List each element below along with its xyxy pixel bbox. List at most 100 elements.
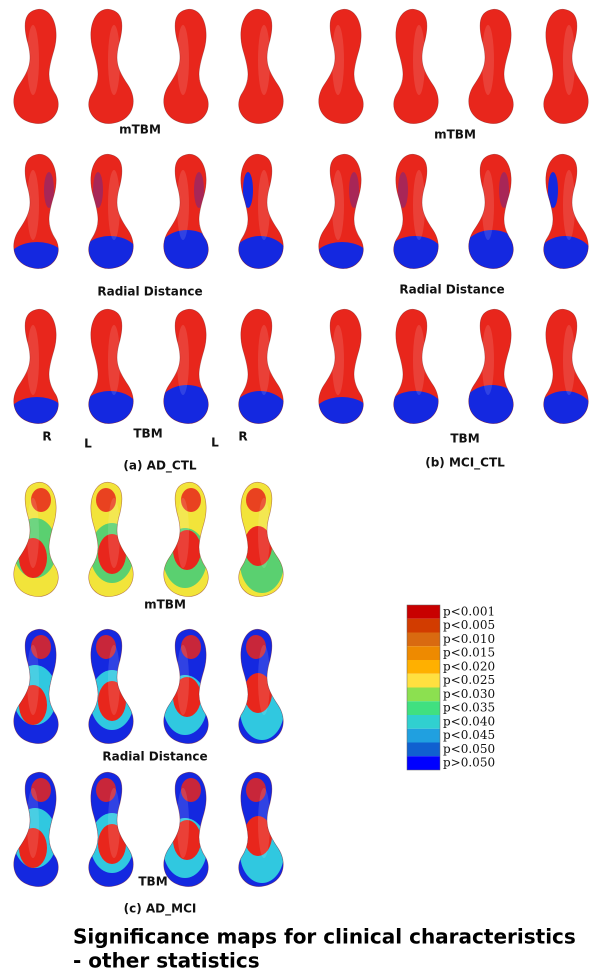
surface-patch <box>19 538 47 578</box>
surface-shine <box>108 498 120 568</box>
surface-shine <box>27 645 39 715</box>
surface-patch <box>93 172 103 208</box>
surface <box>163 154 209 269</box>
surface-patch <box>349 172 359 208</box>
surface-shine <box>27 25 39 95</box>
row-label: Radial Distance <box>399 283 504 297</box>
row-label: mTBM <box>119 123 161 137</box>
surface-patch <box>246 488 266 512</box>
hippocampus <box>318 153 364 270</box>
footer-title: - other statistics <box>73 949 260 973</box>
surface <box>393 9 439 124</box>
side-label: R <box>238 430 247 444</box>
surface <box>238 482 284 597</box>
hippocampus <box>543 308 589 425</box>
surface <box>318 154 364 269</box>
surface-patch <box>96 778 116 802</box>
legend-label: p>0.050 <box>443 756 495 770</box>
surface-patch <box>98 534 126 574</box>
surface-shine <box>563 170 575 240</box>
surface-patch <box>244 673 272 713</box>
surface-patch <box>181 635 201 659</box>
surface-patch <box>318 397 364 424</box>
surface <box>238 154 284 269</box>
row-label: Radial Distance <box>97 285 202 299</box>
surface-patch <box>238 236 284 269</box>
legend-label: p<0.001 <box>443 604 495 618</box>
hippocampus <box>13 308 59 425</box>
hippocampus <box>13 628 59 745</box>
surface-shine <box>413 170 425 240</box>
surface-patch <box>173 677 201 717</box>
surface <box>13 772 59 887</box>
hippocampus <box>88 153 134 270</box>
surface-shine <box>482 25 494 95</box>
surface <box>543 309 589 424</box>
hippocampus <box>238 308 284 425</box>
surface <box>543 9 589 124</box>
surface-patch <box>44 172 54 208</box>
surface <box>238 9 284 124</box>
hippocampus <box>543 153 589 270</box>
hippocampus <box>163 308 209 425</box>
row-label: TBM <box>138 875 167 889</box>
surface-patch <box>31 488 51 512</box>
surface-shine <box>258 645 270 715</box>
surface-shine <box>177 498 189 568</box>
hippocampus <box>163 8 209 125</box>
hippocampus <box>13 153 59 270</box>
hippocampus <box>238 481 284 598</box>
surface <box>13 629 59 744</box>
surface-patch <box>96 488 116 512</box>
legend-swatch <box>407 646 440 660</box>
legend-swatch <box>407 756 440 770</box>
surface <box>318 309 364 424</box>
panel-caption: (b) MCI_CTL <box>425 456 505 471</box>
hippocampus <box>543 8 589 125</box>
legend-swatch <box>407 618 440 633</box>
surface-patch <box>194 172 204 208</box>
surface-shine <box>258 25 270 95</box>
surface-patch <box>173 820 201 860</box>
surface-patch <box>181 778 201 802</box>
surface-patch <box>31 778 51 802</box>
hippocampus <box>88 308 134 425</box>
hippocampus <box>238 153 284 270</box>
surface-patch <box>243 172 253 208</box>
hippocampus <box>88 481 134 598</box>
surface-patch <box>393 391 439 424</box>
surface-shine <box>413 325 425 395</box>
surface <box>318 9 364 124</box>
hippocampus <box>13 481 59 598</box>
surface-shine <box>413 25 425 95</box>
surface-shine <box>108 170 120 240</box>
surface <box>238 772 284 887</box>
surface-patch <box>543 236 589 269</box>
surface <box>88 772 134 887</box>
surface-shine <box>108 645 120 715</box>
legend-swatch <box>407 660 440 674</box>
legend-label: p<0.025 <box>443 673 495 687</box>
hippocampus <box>393 153 439 270</box>
surface-patch <box>173 530 201 570</box>
hippocampus <box>318 8 364 125</box>
surface-patch <box>13 397 59 424</box>
surface-patch <box>398 172 408 208</box>
surface <box>163 772 209 887</box>
surface <box>13 309 59 424</box>
surface-patch <box>19 828 47 868</box>
hippocampus <box>318 308 364 425</box>
surface-maps <box>13 8 589 888</box>
surface-patch <box>318 242 364 269</box>
hippocampus <box>393 8 439 125</box>
surface <box>163 629 209 744</box>
surface-shine <box>258 170 270 240</box>
surface <box>13 154 59 269</box>
surface-patch <box>244 526 272 566</box>
legend-swatch <box>407 687 440 702</box>
surface <box>163 482 209 597</box>
surface-shine <box>563 25 575 95</box>
surface-shine <box>258 788 270 858</box>
hippocampus <box>468 308 514 425</box>
surface <box>468 154 514 269</box>
